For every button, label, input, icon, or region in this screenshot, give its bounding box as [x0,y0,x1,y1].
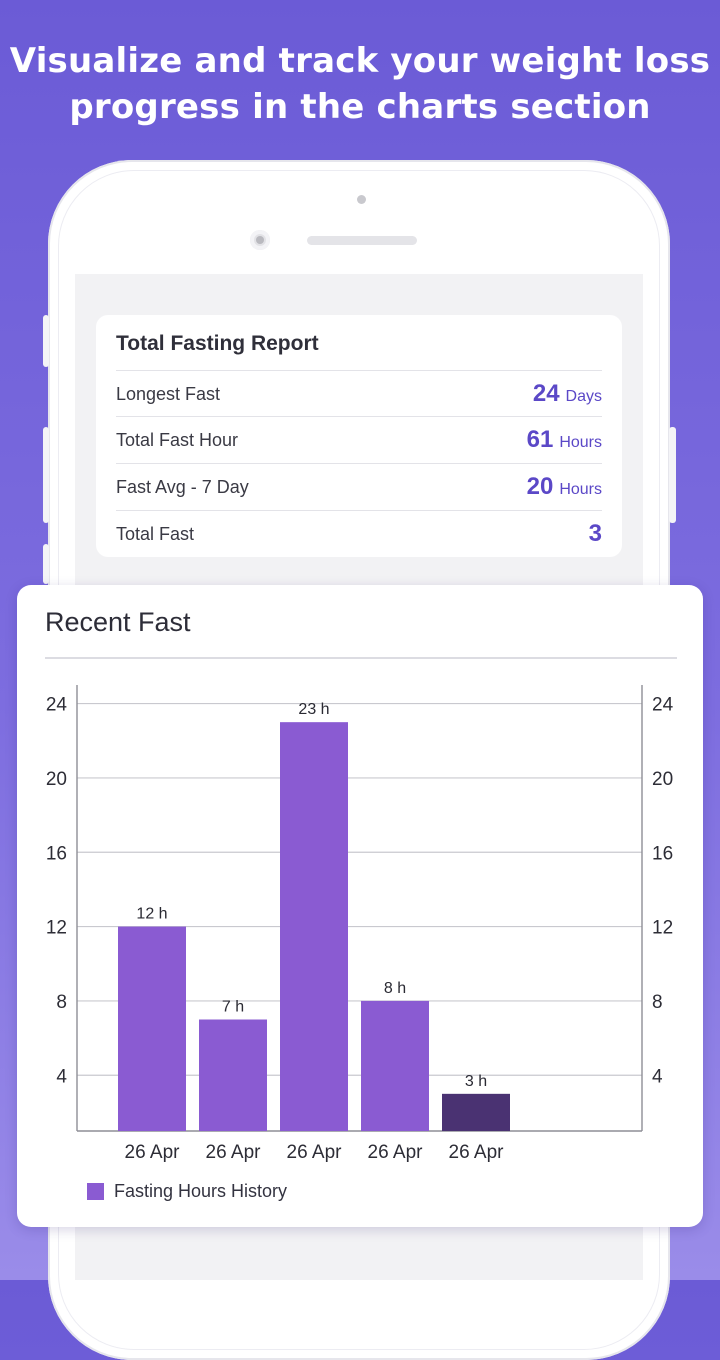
report-row-label: Fast Avg - 7 Day [116,477,249,497]
chart-bar [361,1000,429,1131]
phone-speaker [307,236,417,245]
report-row-unit: Hours [559,434,602,451]
y-axis-tick-label-right: 16 [652,843,673,864]
x-axis-tick-label: 26 Apr [287,1142,343,1163]
chart-bar [280,722,348,1131]
y-axis-tick-label-right: 4 [652,1066,663,1087]
x-axis-tick-label: 26 Apr [449,1142,505,1163]
promo-headline-line-1: Visualize and track your weight loss [9,41,711,81]
chart-card-title: Recent Fast [45,607,191,637]
fasting-hours-bar-chart: 4 4 8 8 12 12 16 16 20 20 24 24 12 h 26 Apr 7 h 26 Apr 2… [46,685,674,1163]
bar-data-label: 8 h [384,980,406,997]
report-row-total-fast-hour: Total Fast Hour 61 Hours [116,416,602,462]
report-row-value: 3 [589,520,602,548]
chart-card-divider [45,657,677,659]
report-row-number: 61 [526,426,554,453]
report-title: Total Fasting Report [116,332,319,355]
y-axis-tick-label-left: 4 [56,1066,67,1087]
y-axis-tick-label-left: 20 [46,769,67,790]
report-row-fast-avg-7-day: Fast Avg - 7 Day 20 Hours [116,463,602,509]
report-row-value: 61 Hours [527,426,602,454]
bar-data-label: 23 h [298,701,329,718]
report-row-number: 24 [532,380,560,407]
report-row-number: 20 [526,473,554,500]
chart-bar [118,926,186,1131]
y-axis-tick-label-left: 16 [46,843,67,864]
report-row-longest-fast: Longest Fast 24 Days [116,370,602,416]
phone-side-button-power [669,427,676,523]
report-row-label: Longest Fast [116,384,221,404]
y-axis-tick-label-left: 8 [56,992,67,1013]
report-row-label: Total Fast [116,524,195,544]
report-row-value: 20 Hours [527,473,602,501]
phone-side-button-volume-down [43,544,49,584]
report-row-label: Total Fast Hour [116,430,239,450]
report-row-number: 3 [588,520,602,547]
promo-headline-line-2: progress in the charts section [69,87,651,127]
report-row-unit: Hours [559,481,602,498]
y-axis-tick-label-left: 24 [46,695,68,716]
y-axis-tick-label-right: 12 [652,918,673,939]
promo-headline: Visualize and track your weight loss pro… [0,38,720,130]
report-row-total-fast: Total Fast 3 [116,510,602,556]
phone-sensor-icon [357,195,366,204]
chart-bar [199,1019,267,1131]
bar-data-label: 12 h [136,906,167,923]
y-axis-tick-label-right: 24 [652,695,674,716]
legend-label: Fasting Hours History [114,1181,288,1201]
legend-swatch [87,1183,104,1200]
phone-side-button-volume-up [43,427,49,523]
phone-side-button-mute [43,315,49,367]
total-fasting-report-card: Total Fasting Report Longest Fast 24 Days… [96,315,622,557]
x-axis-tick-label: 26 Apr [125,1142,181,1163]
y-axis-tick-label-left: 12 [46,918,67,939]
y-axis-tick-label-right: 20 [652,769,673,790]
bar-data-label: 7 h [222,999,244,1016]
chart-bar [442,1093,510,1131]
x-axis-tick-label: 26 Apr [206,1142,262,1163]
report-row-unit: Days [565,388,602,405]
front-camera-icon [250,230,270,250]
y-axis-tick-label-right: 8 [652,992,663,1013]
report-row-value: 24 Days [533,380,602,408]
x-axis-tick-label: 26 Apr [368,1142,424,1163]
bar-data-label: 3 h [465,1073,487,1090]
recent-fast-chart-card: Recent Fast 4 4 8 8 12 12 16 16 20 20 24 24 12 h 26 A… [17,585,703,1227]
